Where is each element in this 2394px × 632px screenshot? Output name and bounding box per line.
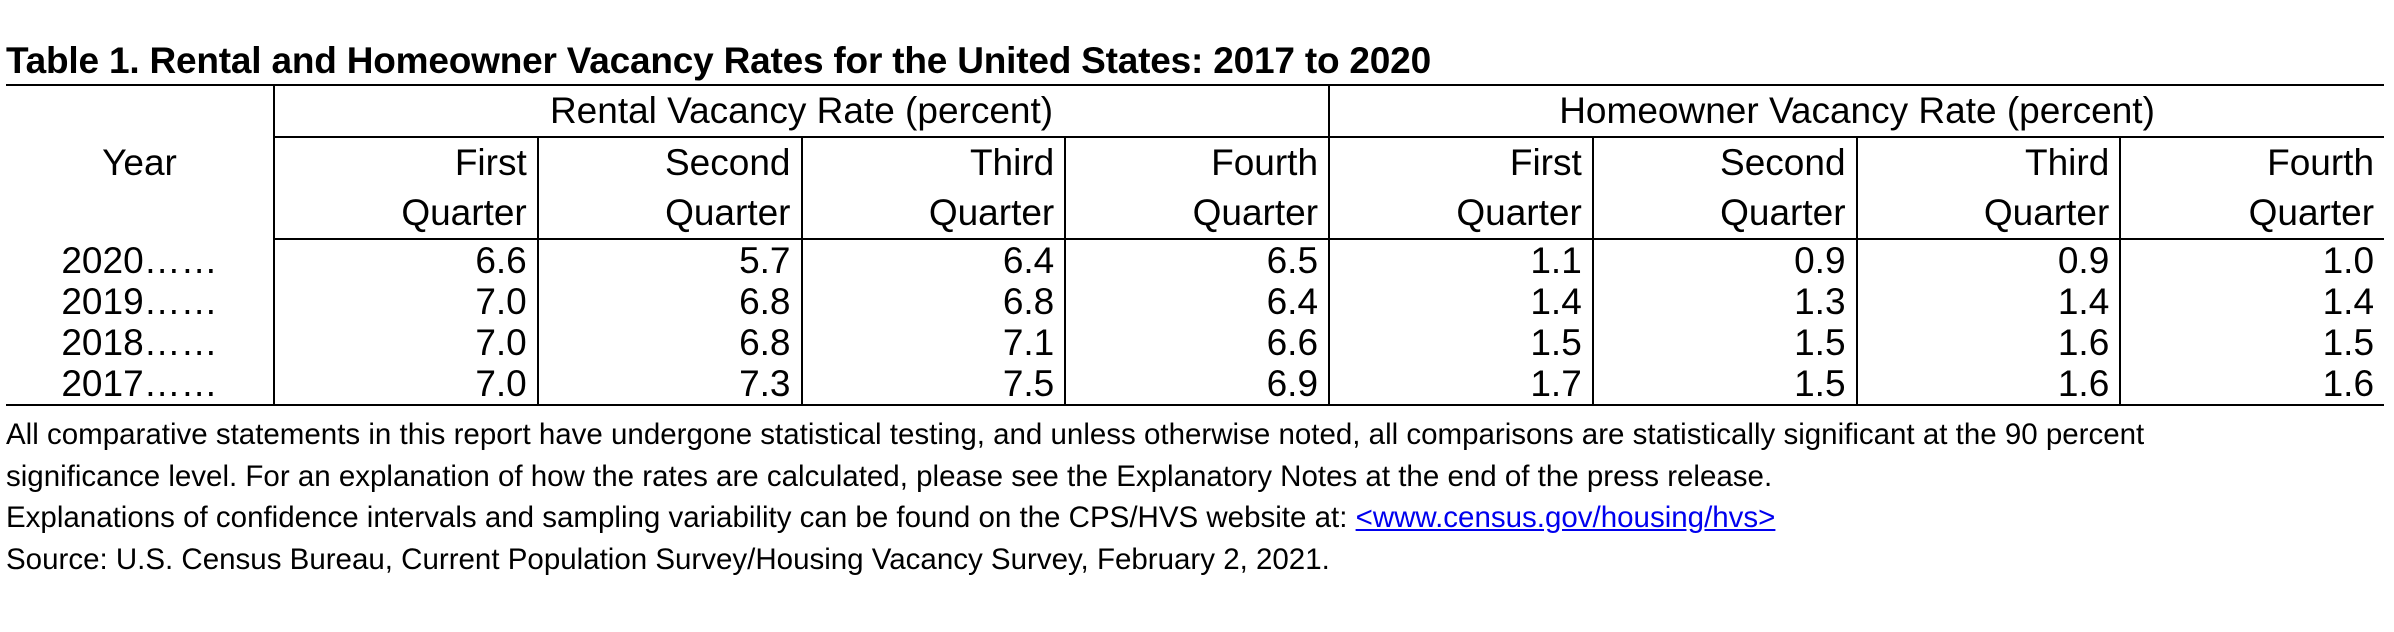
year-column-header: Year <box>6 84 274 239</box>
rental-quarter-4-label-top: Fourth <box>1064 137 1330 188</box>
homeowner-quarter-4-label-top: Fourth <box>2119 137 2385 188</box>
homeowner-q4-value: 1.0 <box>2119 239 2385 281</box>
table-row: 2018…… 7.0 6.8 7.1 6.6 1.5 1.5 1.6 1.5 <box>6 322 2385 363</box>
homeowner-quarter-4-label-bottom: Quarter <box>2119 188 2385 240</box>
rental-q3-value: 7.1 <box>800 322 1066 363</box>
rental-q2-value: 6.8 <box>536 322 802 363</box>
rental-q3-value: 6.4 <box>800 239 1066 281</box>
rental-q4-value: 6.5 <box>1064 239 1330 281</box>
rental-q2-value: 5.7 <box>536 239 802 281</box>
table-title: Table 1. Rental and Homeowner Vacancy Ra… <box>6 40 1431 81</box>
homeowner-q2-value: 1.5 <box>1591 322 1857 363</box>
rental-quarter-1-label-bottom: Quarter <box>273 188 538 240</box>
homeowner-q3-value: 1.6 <box>1855 363 2121 406</box>
rental-q1-value: 7.0 <box>273 363 538 406</box>
rental-q2-value: 7.3 <box>536 363 802 406</box>
homeowner-q2-value: 0.9 <box>1591 239 1857 281</box>
rental-q4-value: 6.4 <box>1064 281 1330 322</box>
note-line-3: Explanations of confidence intervals and… <box>6 497 2386 539</box>
group-header-row: Year Rental Vacancy Rate (percent) Homeo… <box>6 84 2385 239</box>
table-notes: All comparative statements in this repor… <box>6 414 2386 580</box>
homeowner-quarter-1-label-top: First <box>1328 137 1593 188</box>
note-line-2: significance level. For an explanation o… <box>6 459 1773 493</box>
hvs-website-link[interactable]: <www.census.gov/housing/hvs> <box>1355 501 1776 534</box>
rental-group-header: Rental Vacancy Rate (percent) <box>272 84 1330 138</box>
homeowner-quarter-1-label-bottom: Quarter <box>1328 188 1593 240</box>
homeowner-q2-value: 1.5 <box>1591 363 1857 406</box>
rental-quarter-2-label-top: Second <box>536 137 802 188</box>
rental-q1-value: 6.6 <box>273 239 538 281</box>
homeowner-q3-value: 0.9 <box>1855 239 2121 281</box>
homeowner-q3-value: 1.6 <box>1855 322 2121 363</box>
note-line-3-text: Explanations of confidence intervals and… <box>6 501 1356 534</box>
homeowner-q1-value: 1.1 <box>1328 239 1593 281</box>
year-cell: 2020…… <box>61 239 218 281</box>
source-note: Source: U.S. Census Bureau, Current Popu… <box>6 542 1330 576</box>
rental-quarter-1-label-top: First <box>273 137 538 188</box>
year-cell: 2019…… <box>61 281 218 322</box>
homeowner-q4-value: 1.5 <box>2119 322 2385 363</box>
homeowner-quarter-3-label-bottom: Quarter <box>1855 188 2121 240</box>
quarter-header-row-1: First Second Third Fourth First Second Third Fo… <box>6 137 2385 188</box>
year-cell: 2017…… <box>6 363 274 406</box>
note-line-1: All comparative statements in this repor… <box>6 418 2145 451</box>
homeowner-q3-value: 1.4 <box>1855 281 2121 322</box>
rental-quarter-3-label-bottom: Quarter <box>800 188 1066 240</box>
rental-quarter-3-label-top: Third <box>800 137 1066 188</box>
quarter-header-row-2: Quarter Quarter Quarter Quarter Quarter Quart… <box>6 188 2385 240</box>
table-row: 2019…… 7.0 6.8 6.8 6.4 1.4 1.3 1.4 1.4 <box>6 281 2385 322</box>
table-figure: Table 1. Rental and Homeowner Vacancy Ra… <box>6 38 2388 580</box>
homeowner-group-header: Homeowner Vacancy Rate (percent) <box>1328 84 2385 138</box>
homeowner-q4-value: 1.6 <box>2119 363 2385 406</box>
rental-quarter-2-label-bottom: Quarter <box>536 188 802 240</box>
rental-q3-value: 6.8 <box>800 281 1066 322</box>
rental-quarter-4-label-bottom: Quarter <box>1064 188 1330 240</box>
year-cell: 2018…… <box>61 322 218 363</box>
homeowner-q1-value: 1.5 <box>1328 322 1593 363</box>
homeowner-q1-value: 1.4 <box>1328 281 1593 322</box>
rental-q1-value: 7.0 <box>273 322 538 363</box>
table-row: 2020…… 6.6 5.7 6.4 6.5 1.1 0.9 0.9 1.0 <box>6 239 2385 281</box>
homeowner-q1-value: 1.7 <box>1328 363 1593 406</box>
rental-q3-value: 7.5 <box>800 363 1066 406</box>
rental-q4-value: 6.6 <box>1064 322 1330 363</box>
homeowner-quarter-3-label-top: Third <box>1855 137 2121 188</box>
table-row: 2017…… 7.0 7.3 7.5 6.9 1.7 1.5 1.6 1.6 <box>6 363 2385 406</box>
homeowner-q4-value: 1.4 <box>2119 281 2385 322</box>
rental-q1-value: 7.0 <box>273 281 538 322</box>
vacancy-rates-table: Year Rental Vacancy Rate (percent) Homeo… <box>6 84 2385 406</box>
rental-q2-value: 6.8 <box>536 281 802 322</box>
homeowner-q2-value: 1.3 <box>1591 281 1857 322</box>
homeowner-quarter-2-label-top: Second <box>1591 137 1857 188</box>
homeowner-quarter-2-label-bottom: Quarter <box>1591 188 1857 240</box>
rental-q4-value: 6.9 <box>1064 363 1330 406</box>
